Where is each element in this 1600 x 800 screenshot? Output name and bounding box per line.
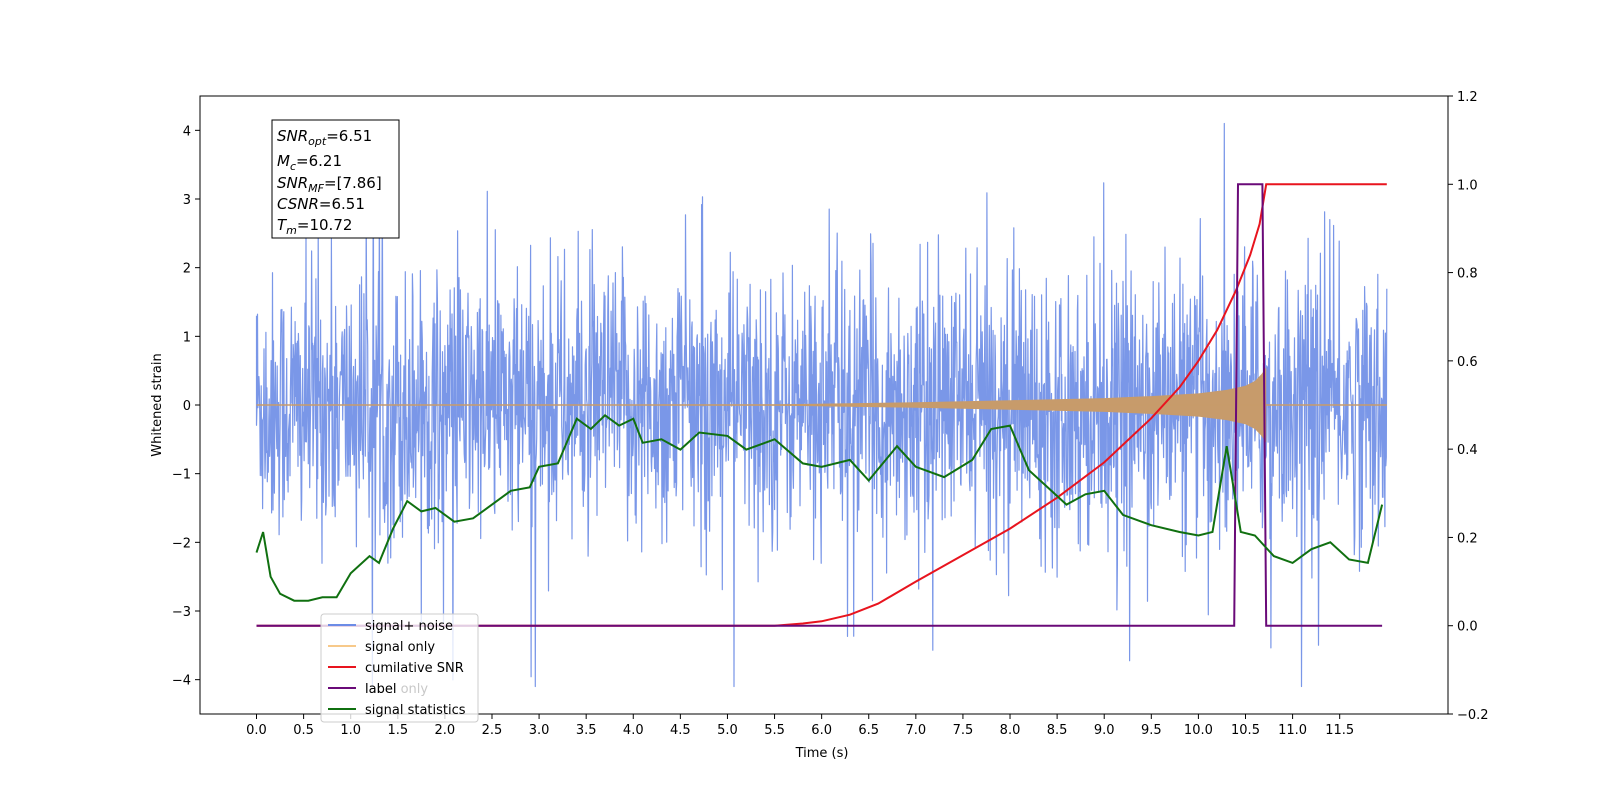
info-snr-mf: SNRMF=[7.86] bbox=[277, 174, 382, 195]
x-tick-label: 6.0 bbox=[811, 723, 832, 738]
x-tick-label: 8.0 bbox=[1000, 723, 1021, 738]
legend-label: cumilative SNR bbox=[365, 661, 464, 676]
legend-entry-label-only: label only bbox=[365, 682, 428, 697]
x-tick-label: 1.0 bbox=[340, 723, 361, 738]
x-tick-label: 7.0 bbox=[905, 723, 926, 738]
x-tick-label: 10.0 bbox=[1184, 723, 1213, 738]
y2-tick-label: 0.2 bbox=[1457, 531, 1478, 546]
x-tick-label: 9.0 bbox=[1094, 723, 1115, 738]
x-tick-label: 0.5 bbox=[293, 723, 314, 738]
legend-entry-label: label bbox=[328, 682, 396, 697]
y2-tick-label: 0.6 bbox=[1457, 355, 1478, 370]
legend-label: signal only bbox=[365, 640, 435, 655]
info-tm: Tm=10.72 bbox=[277, 216, 352, 237]
y-tick-label: 3 bbox=[183, 193, 191, 208]
x-tick-label: 2.5 bbox=[482, 723, 503, 738]
series-label bbox=[256, 183, 1383, 627]
y-tick-label: 0 bbox=[183, 399, 191, 414]
x-tick-label: 2.0 bbox=[435, 723, 456, 738]
y2-tick-label: 0.8 bbox=[1457, 267, 1478, 282]
x-tick-label: 10.5 bbox=[1231, 723, 1260, 738]
y-tick-label: 4 bbox=[183, 124, 191, 139]
y-tick-label: 2 bbox=[183, 262, 191, 277]
x-tick-label: 5.0 bbox=[717, 723, 738, 738]
legend-entry-signal-only: signal only bbox=[328, 640, 435, 655]
x-tick-label: 4.0 bbox=[623, 723, 644, 738]
x-tick-label: 3.5 bbox=[576, 723, 597, 738]
x-tick-label: 4.5 bbox=[670, 723, 691, 738]
legend-entry-signal-statistics: signal statistics bbox=[328, 703, 466, 718]
x-tick-label: 11.0 bbox=[1278, 723, 1307, 738]
y2-tick-label: −0.2 bbox=[1457, 708, 1489, 723]
y-axis-left-ticks: −4 −3 −2 −1 0 1 2 3 4 bbox=[172, 124, 200, 689]
legend-entry-cumulative-snr: cumilative SNR bbox=[328, 661, 464, 676]
x-tick-label: 8.5 bbox=[1047, 723, 1068, 738]
series-cumulative-snr bbox=[256, 183, 1387, 627]
y-axis-label: Whitened strain bbox=[150, 353, 165, 456]
info-box: SNRopt=6.51 Mc=6.21 SNRMF=[7.86] CSNR=6.… bbox=[271, 119, 400, 239]
legend-frame bbox=[320, 613, 479, 723]
x-tick-label: 7.5 bbox=[953, 723, 974, 738]
y2-tick-label: 0.0 bbox=[1457, 620, 1478, 635]
info-csnr: CSNR=6.51 bbox=[277, 195, 365, 213]
x-tick-label: 3.0 bbox=[529, 723, 550, 738]
y-tick-label: −4 bbox=[172, 674, 191, 689]
y2-tick-label: 0.4 bbox=[1457, 443, 1478, 458]
series-signal-noise bbox=[255, 122, 1388, 688]
x-tick-label: 5.5 bbox=[764, 723, 785, 738]
legend-entry-signal-noise: signal+ noise bbox=[328, 619, 453, 634]
y2-tick-label: 1.2 bbox=[1457, 90, 1478, 105]
legend-label-ghost: label only bbox=[365, 682, 428, 697]
x-tick-label: 1.5 bbox=[387, 723, 408, 738]
x-tick-label: 0.0 bbox=[246, 723, 267, 738]
x-tick-label: 6.5 bbox=[858, 723, 879, 738]
y-tick-label: −1 bbox=[172, 468, 191, 483]
y-tick-label: −3 bbox=[172, 605, 191, 620]
y-axis-right-ticks: −0.2 0.0 0.2 0.4 0.6 0.8 1.0 1.2 bbox=[1448, 90, 1489, 723]
info-mc: Mc=6.21 bbox=[277, 152, 342, 173]
info-box-frame bbox=[271, 119, 400, 239]
x-axis-label: Time (s) bbox=[795, 746, 849, 761]
legend-label: signal+ noise bbox=[365, 619, 453, 634]
legend: signal+ noise signal only cumilative SNR… bbox=[320, 613, 479, 723]
series-signal-statistics bbox=[255, 413, 1384, 602]
legend-label: label bbox=[365, 682, 396, 697]
x-axis-ticks: 0.0 0.5 1.0 1.5 2.0 2.5 3.0 3.5 4.0 4.5 5.0 5.5 6.0 6… bbox=[246, 714, 1354, 738]
y-tick-label: 1 bbox=[183, 330, 191, 345]
y-tick-label: −2 bbox=[172, 536, 191, 551]
plot-series bbox=[255, 122, 1388, 688]
x-tick-label: 11.5 bbox=[1325, 723, 1354, 738]
legend-label: signal statistics bbox=[365, 703, 466, 718]
info-snr-opt: SNRopt=6.51 bbox=[277, 127, 372, 148]
x-tick-label: 9.5 bbox=[1141, 723, 1162, 738]
y2-tick-label: 1.0 bbox=[1457, 178, 1478, 193]
